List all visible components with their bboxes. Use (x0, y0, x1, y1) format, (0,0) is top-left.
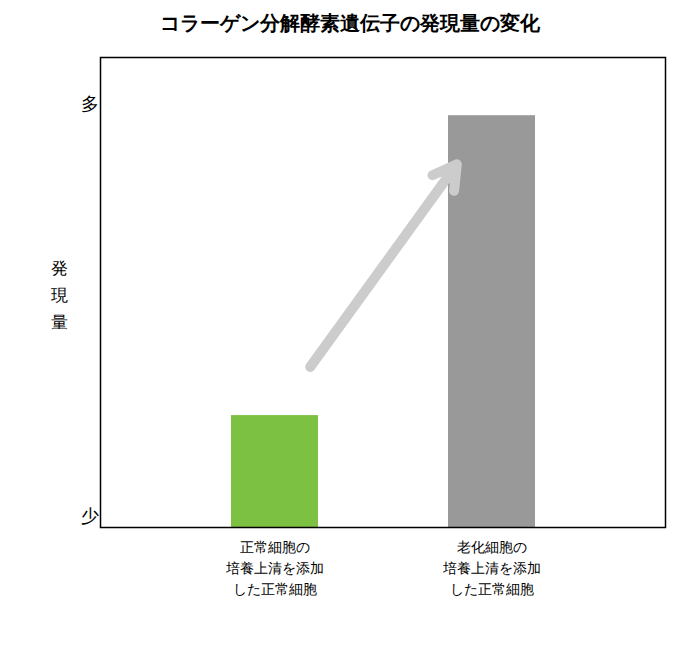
html-text:コラーゲン分解酵素遺伝子の発現量の変化: コラーゲン分解酵素遺伝子の発現量の変化 (160, 11, 540, 35)
svg-text:正常細胞の培養上清を添加した正常細胞: 正常細胞の培養上清を添加した正常細胞 (225, 539, 324, 597)
svg-text:発現量: 発現量 (51, 258, 68, 332)
svg-text:多: 多 (81, 93, 99, 114)
svg-text:少: 少 (81, 505, 99, 526)
svg-text:老化細胞の培養上清を添加した正常細胞: 老化細胞の培養上清を添加した正常細胞 (442, 539, 541, 597)
